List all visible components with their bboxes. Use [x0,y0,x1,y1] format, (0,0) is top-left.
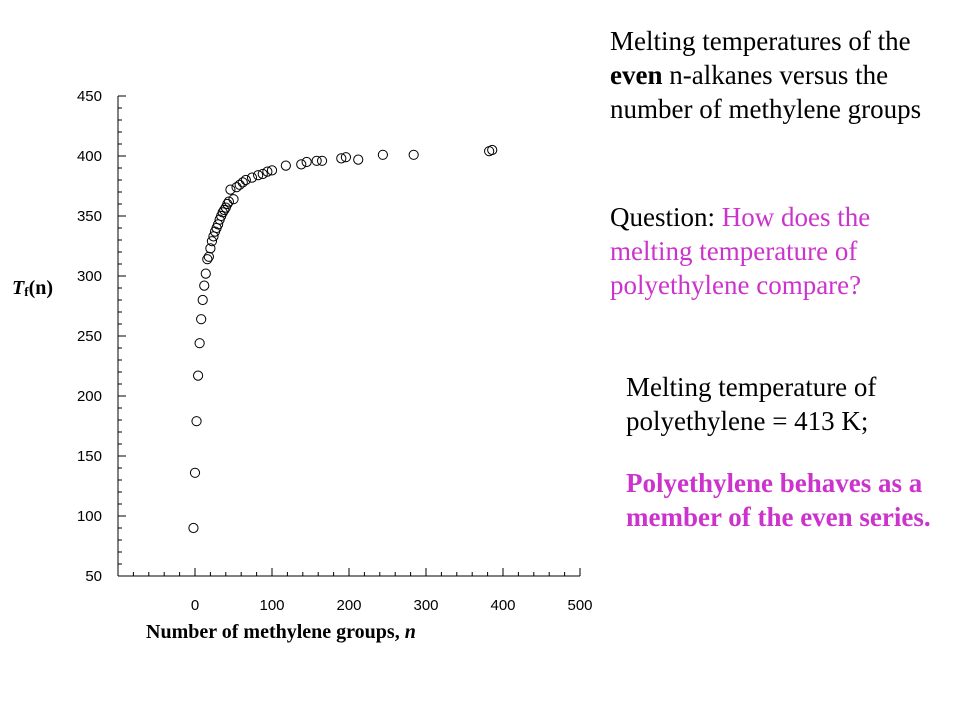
data-point [188,522,199,534]
data-point [225,184,236,195]
y-label-subscript: f [24,284,29,299]
data-point [200,268,211,279]
y-tick-label: 150 [77,448,102,465]
data-point [336,153,347,164]
data-point [228,194,239,205]
data-point [487,144,498,156]
data-point [262,166,273,177]
data-point [194,338,205,349]
data-point [223,196,234,207]
data-point [219,204,230,216]
data-point [191,416,202,427]
data-point [257,168,268,180]
data-point [240,174,251,186]
data-point [280,160,291,171]
data-point [311,155,322,166]
y-tick-label: 400 [77,148,102,165]
data-point [231,182,242,193]
data-point [266,165,278,176]
x-tick-label: 200 [336,597,361,614]
data-point [192,370,204,381]
desc-even-word: even [610,60,663,90]
data-point [301,156,312,168]
data-point [189,467,201,478]
y-axis-label: Tf(n) [12,276,53,304]
data-point [377,149,388,160]
x-tick-label: 100 [259,597,284,614]
data-point [237,177,248,188]
data-point [340,152,352,163]
data-point [234,179,245,190]
data-point [246,172,258,183]
data-point [199,280,210,291]
chart-axes: 50 100 150 200 250 300 350 400 450 0 100 200 300 400 5… [77,88,593,614]
y-tick-label: 200 [77,388,102,405]
data-point [203,251,214,262]
question-text: How does the melting temperature of poly… [610,202,871,300]
x-tick-label: 500 [567,597,592,614]
x-tick-label: 300 [413,597,438,614]
data-point [408,149,419,160]
x-axis-label: Number of methylene groups, n [146,620,416,644]
x-tick-label: 400 [490,597,515,614]
polyethylene-melting-temperature: Melting temperature of polyethylene = 41… [626,372,877,436]
data-point [353,154,364,165]
x-label-text: Number of methylene groups, [146,621,405,643]
conclusion: Polyethylene behaves as a member of the … [626,468,931,532]
desc-part-1: Melting temperatures of the [610,26,911,56]
chart-description: Melting temperatures of the even n-alkan… [610,24,945,126]
y-tick-label: 300 [77,268,102,285]
desc-part-2: n-alkanes versus the number of methylene… [610,60,922,124]
x-label-variable: n [404,621,416,643]
y-tick-label: 450 [77,88,102,105]
y-tick-label: 50 [85,568,102,585]
x-tick-label: 0 [191,597,199,614]
data-point [205,243,216,254]
data-point [197,294,208,306]
data-point [316,155,328,166]
chart-points [188,144,498,534]
data-point [196,314,207,325]
y-tick-label: 350 [77,208,102,225]
question: Question: How does the melting temperatu… [610,200,945,302]
data-point [202,254,213,265]
question-label: Question: [610,202,715,232]
y-tick-label: 100 [77,508,102,525]
data-point [253,170,264,181]
data-point [296,159,307,170]
data-point [206,236,218,247]
y-label-rest: (n) [28,277,54,299]
y-tick-label: 250 [77,328,102,345]
y-label-T: T [12,277,25,299]
